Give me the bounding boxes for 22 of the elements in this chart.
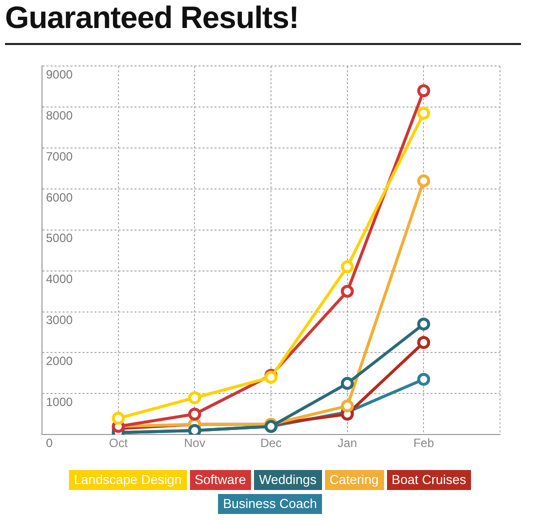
text: Boat Cruises: [386, 470, 472, 490]
y-tick-label: 3000: [46, 313, 74, 328]
y-tick-label: 8000: [46, 108, 74, 122]
y-tick-label: 2000: [46, 354, 74, 368]
x-tick-label: Dec: [260, 436, 282, 450]
y-tick-label: 0: [46, 436, 53, 450]
text: Business Coach: [218, 494, 322, 514]
x-tick-label: Jan: [338, 436, 358, 450]
y-tick-label: 7000: [46, 149, 74, 164]
text: Catering: [324, 470, 384, 490]
y-tick-label: 9000: [46, 68, 74, 82]
x-tick-label: Feb: [413, 436, 434, 450]
x-tick-label: Nov: [184, 436, 206, 450]
y-tick-label: 1000: [46, 394, 74, 409]
text: Landscape Design: [68, 470, 187, 490]
chart-title: Guaranteed Results!: [5, 0, 299, 36]
y-tick-label: 4000: [46, 272, 74, 286]
x-tick-label: Oct: [108, 436, 128, 450]
y-tick-label: 5000: [46, 231, 74, 246]
text: Weddings: [254, 470, 322, 490]
y-tick-label: 6000: [46, 190, 74, 204]
text: Software: [190, 470, 251, 490]
